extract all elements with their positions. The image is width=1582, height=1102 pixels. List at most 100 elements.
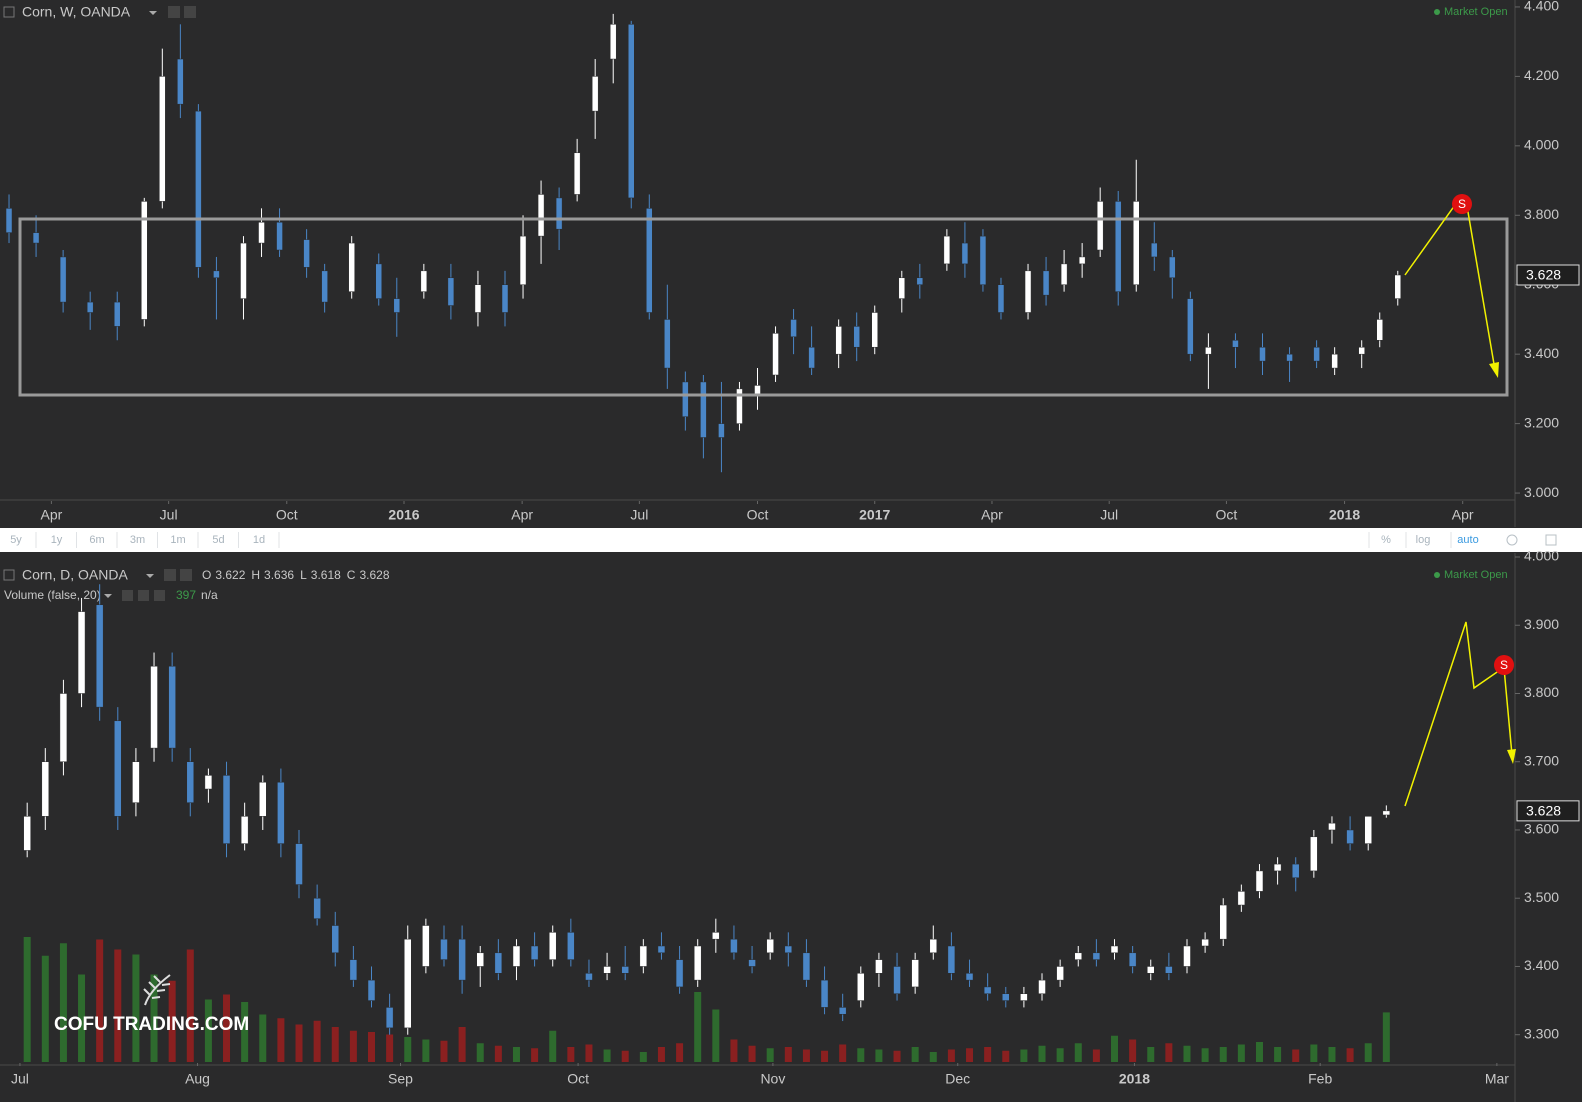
range-button[interactable]: 5y: [10, 534, 22, 546]
candle-body: [898, 277, 906, 299]
collapse-icon[interactable]: [3, 6, 15, 18]
candle-body: [1205, 346, 1212, 355]
icon[interactable]: [138, 590, 149, 601]
range-button[interactable]: 1y: [51, 534, 63, 546]
candle-body: [621, 966, 629, 974]
signal-label: S: [1458, 197, 1466, 211]
candle-body: [519, 235, 527, 285]
range-button[interactable]: 3m: [130, 534, 145, 546]
candle-body: [1331, 353, 1338, 369]
icon[interactable]: [168, 6, 180, 18]
candle-body: [186, 761, 195, 803]
x-tick-label: Oct: [747, 507, 769, 523]
market-status: Market Open: [1444, 569, 1508, 581]
candle-body: [403, 938, 412, 1029]
candle-body: [240, 242, 247, 299]
candle-body: [367, 979, 376, 1001]
volume-bar: [621, 1050, 629, 1062]
candle-body: [712, 932, 720, 940]
candle-body: [1133, 201, 1140, 285]
volume-bar: [96, 939, 104, 1062]
x-tick-label: Oct: [276, 507, 298, 523]
icon[interactable]: [154, 590, 165, 601]
signal-marker: [1452, 194, 1472, 214]
candle-body: [1002, 993, 1010, 1001]
candle-body: [1060, 263, 1068, 285]
candle-body: [422, 925, 430, 967]
volume-bar: [295, 1024, 303, 1062]
volume-bar: [784, 1047, 792, 1062]
volume-bar: [114, 949, 122, 1062]
candle-body: [1237, 891, 1246, 906]
fullscreen-button[interactable]: [1545, 534, 1557, 546]
candle-body: [295, 843, 303, 885]
candle-body: [276, 221, 283, 251]
collapse-icon[interactable]: [3, 569, 15, 581]
ohlc-key: H: [251, 568, 260, 582]
candle-body: [222, 775, 231, 844]
candle-body: [150, 665, 158, 749]
volume-bar: [567, 1047, 575, 1062]
dropdown[interactable]: [149, 11, 157, 15]
candle-body: [609, 24, 617, 60]
dropdown[interactable]: [104, 594, 112, 598]
option-button[interactable]: log: [1416, 534, 1431, 546]
y-tick-label: 3.000: [1524, 484, 1559, 500]
candle-body: [277, 781, 285, 844]
candle-body: [259, 781, 267, 817]
x-tick-label: Oct: [567, 1071, 589, 1087]
candle-body: [476, 952, 484, 967]
candle-body: [675, 959, 684, 988]
candle-body: [447, 277, 455, 306]
candle-body: [530, 945, 539, 960]
range-button[interactable]: 1d: [253, 534, 265, 546]
icon[interactable]: [180, 569, 192, 581]
dropdown[interactable]: [146, 574, 154, 578]
range-button[interactable]: 1m: [170, 534, 185, 546]
candle-body: [1110, 945, 1119, 954]
candle-body: [961, 242, 969, 265]
volume-bar: [1038, 1045, 1046, 1062]
option-button[interactable]: %: [1381, 534, 1391, 546]
candle-body: [639, 945, 648, 967]
price-tag: [1516, 800, 1580, 822]
candle-body: [693, 945, 702, 981]
candle-body: [41, 761, 50, 817]
icon[interactable]: [164, 569, 176, 581]
volume-bar: [259, 1014, 267, 1062]
candle-body: [983, 986, 992, 995]
price-tag-label: 3.628: [1526, 267, 1561, 283]
volume-bar: [1201, 1048, 1209, 1062]
candle-body: [1078, 256, 1086, 265]
volume-bar: [1364, 1043, 1372, 1062]
candle-body: [853, 326, 860, 348]
icon[interactable]: [184, 6, 196, 18]
ohlc-value: 3.628: [359, 568, 389, 582]
x-tick-label: Mar: [1485, 1071, 1509, 1087]
volume-bar: [368, 1032, 376, 1062]
y-tick-label: 3.600: [1524, 821, 1559, 837]
volume-bar: [603, 1049, 611, 1062]
candle-body: [965, 973, 974, 981]
candle-body: [943, 235, 951, 265]
candle-body: [195, 110, 202, 268]
candle-body: [32, 232, 40, 244]
volume-bar: [1147, 1047, 1155, 1062]
y-tick-label: 4.400: [1524, 0, 1559, 14]
volume-bar: [1292, 1049, 1300, 1062]
candle-body: [1273, 863, 1282, 872]
candle-body: [1255, 870, 1264, 892]
candle-body: [772, 333, 779, 376]
toolbar-items: 5y 1y 6m 3m 1m 5d 1d% log auto: [10, 532, 1557, 548]
candle-body: [790, 319, 797, 338]
settings-button[interactable]: [1506, 534, 1518, 546]
volume-bar: [821, 1050, 829, 1062]
icon[interactable]: [122, 590, 133, 601]
candle-body: [313, 897, 321, 919]
range-button[interactable]: 5d: [212, 534, 224, 546]
candle-body: [1219, 904, 1227, 940]
price-tag: [1516, 264, 1580, 286]
x-tick-label: Jul: [11, 1071, 29, 1087]
option-button[interactable]: auto: [1457, 534, 1478, 546]
range-button[interactable]: 6m: [89, 534, 104, 546]
